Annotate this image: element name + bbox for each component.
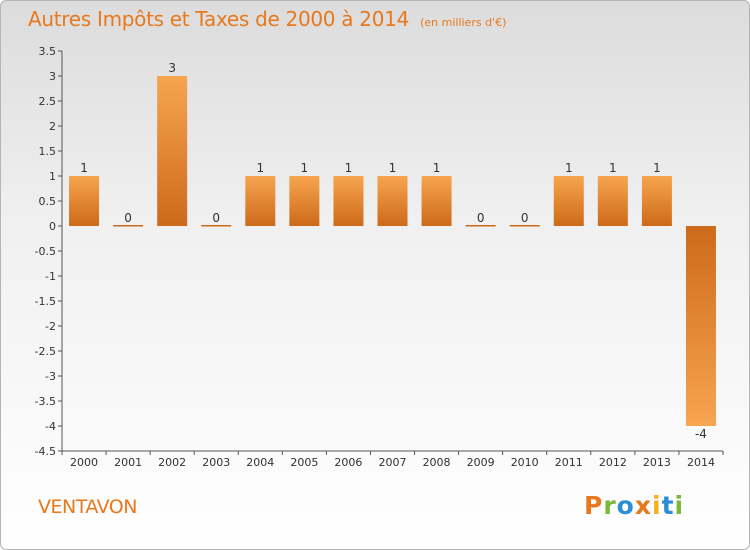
data-label: 1: [389, 161, 397, 175]
y-tick-label: 1: [49, 170, 56, 183]
data-label: 1: [565, 161, 573, 175]
place-name: VENTAVON: [38, 496, 137, 518]
data-label: -4: [695, 427, 707, 441]
bar: [201, 225, 232, 227]
y-tick-label: -2.5: [35, 345, 56, 358]
data-label: 0: [477, 211, 485, 225]
y-tick-label: -4: [45, 420, 56, 433]
data-label: 1: [80, 161, 88, 175]
y-tick-label: 0.5: [39, 195, 57, 208]
bar: [113, 225, 144, 227]
bar: [377, 176, 408, 226]
data-label: 1: [433, 161, 441, 175]
unit-note: (en milliers d'€): [420, 16, 507, 29]
y-tick-label: 3.5: [39, 45, 57, 58]
bar: [597, 176, 628, 226]
bar: [641, 176, 672, 226]
y-tick-label: 2.5: [39, 95, 57, 108]
x-tick-label: 2014: [687, 456, 715, 469]
bar: [553, 176, 584, 226]
y-tick-label: -0.5: [35, 245, 56, 258]
bar: [421, 176, 452, 226]
data-label: 1: [256, 161, 264, 175]
bar: [333, 176, 364, 226]
x-tick-label: 2009: [467, 456, 495, 469]
bar: [69, 176, 100, 226]
x-tick-label: 2013: [643, 456, 671, 469]
bar: [157, 76, 188, 226]
y-tick-label: -4.5: [35, 445, 56, 458]
data-label: 1: [345, 161, 353, 175]
y-tick-label: -2: [45, 320, 56, 333]
bar: [685, 226, 716, 426]
x-tick-label: 2002: [158, 456, 186, 469]
x-tick-label: 2007: [379, 456, 407, 469]
x-tick-label: 2000: [70, 456, 98, 469]
data-label: 1: [609, 161, 617, 175]
x-tick-label: 2008: [423, 456, 451, 469]
y-tick-label: -3: [45, 370, 56, 383]
x-tick-label: 2012: [599, 456, 627, 469]
bar: [245, 176, 276, 226]
y-tick-label: -3.5: [35, 395, 56, 408]
y-tick-label: 3: [49, 70, 56, 83]
data-label: 1: [653, 161, 661, 175]
title-row: Autres Impôts et Taxes de 2000 à 2014 (e…: [28, 7, 506, 31]
x-tick-label: 2006: [334, 456, 362, 469]
y-tick-label: 0: [49, 220, 56, 233]
data-label: 0: [124, 211, 132, 225]
bar: [289, 176, 320, 226]
x-tick-label: 2005: [290, 456, 318, 469]
data-label: 0: [521, 211, 529, 225]
y-tick-label: -1.5: [35, 295, 56, 308]
x-tick-label: 2004: [246, 456, 274, 469]
x-tick-label: 2010: [511, 456, 539, 469]
y-tick-label: 1.5: [39, 145, 57, 158]
proxiti-logo: Proxiti: [584, 491, 685, 520]
x-tick-label: 2003: [202, 456, 230, 469]
data-label: 3: [168, 61, 176, 75]
data-label: 0: [212, 211, 220, 225]
chart-title: Autres Impôts et Taxes de 2000 à 2014: [28, 7, 409, 31]
y-tick-label: -1: [45, 270, 56, 283]
bar: [509, 225, 540, 227]
data-label: 1: [301, 161, 309, 175]
x-tick-label: 2011: [555, 456, 583, 469]
y-tick-label: 2: [49, 120, 56, 133]
x-tick-label: 2001: [114, 456, 142, 469]
bar: [465, 225, 496, 227]
